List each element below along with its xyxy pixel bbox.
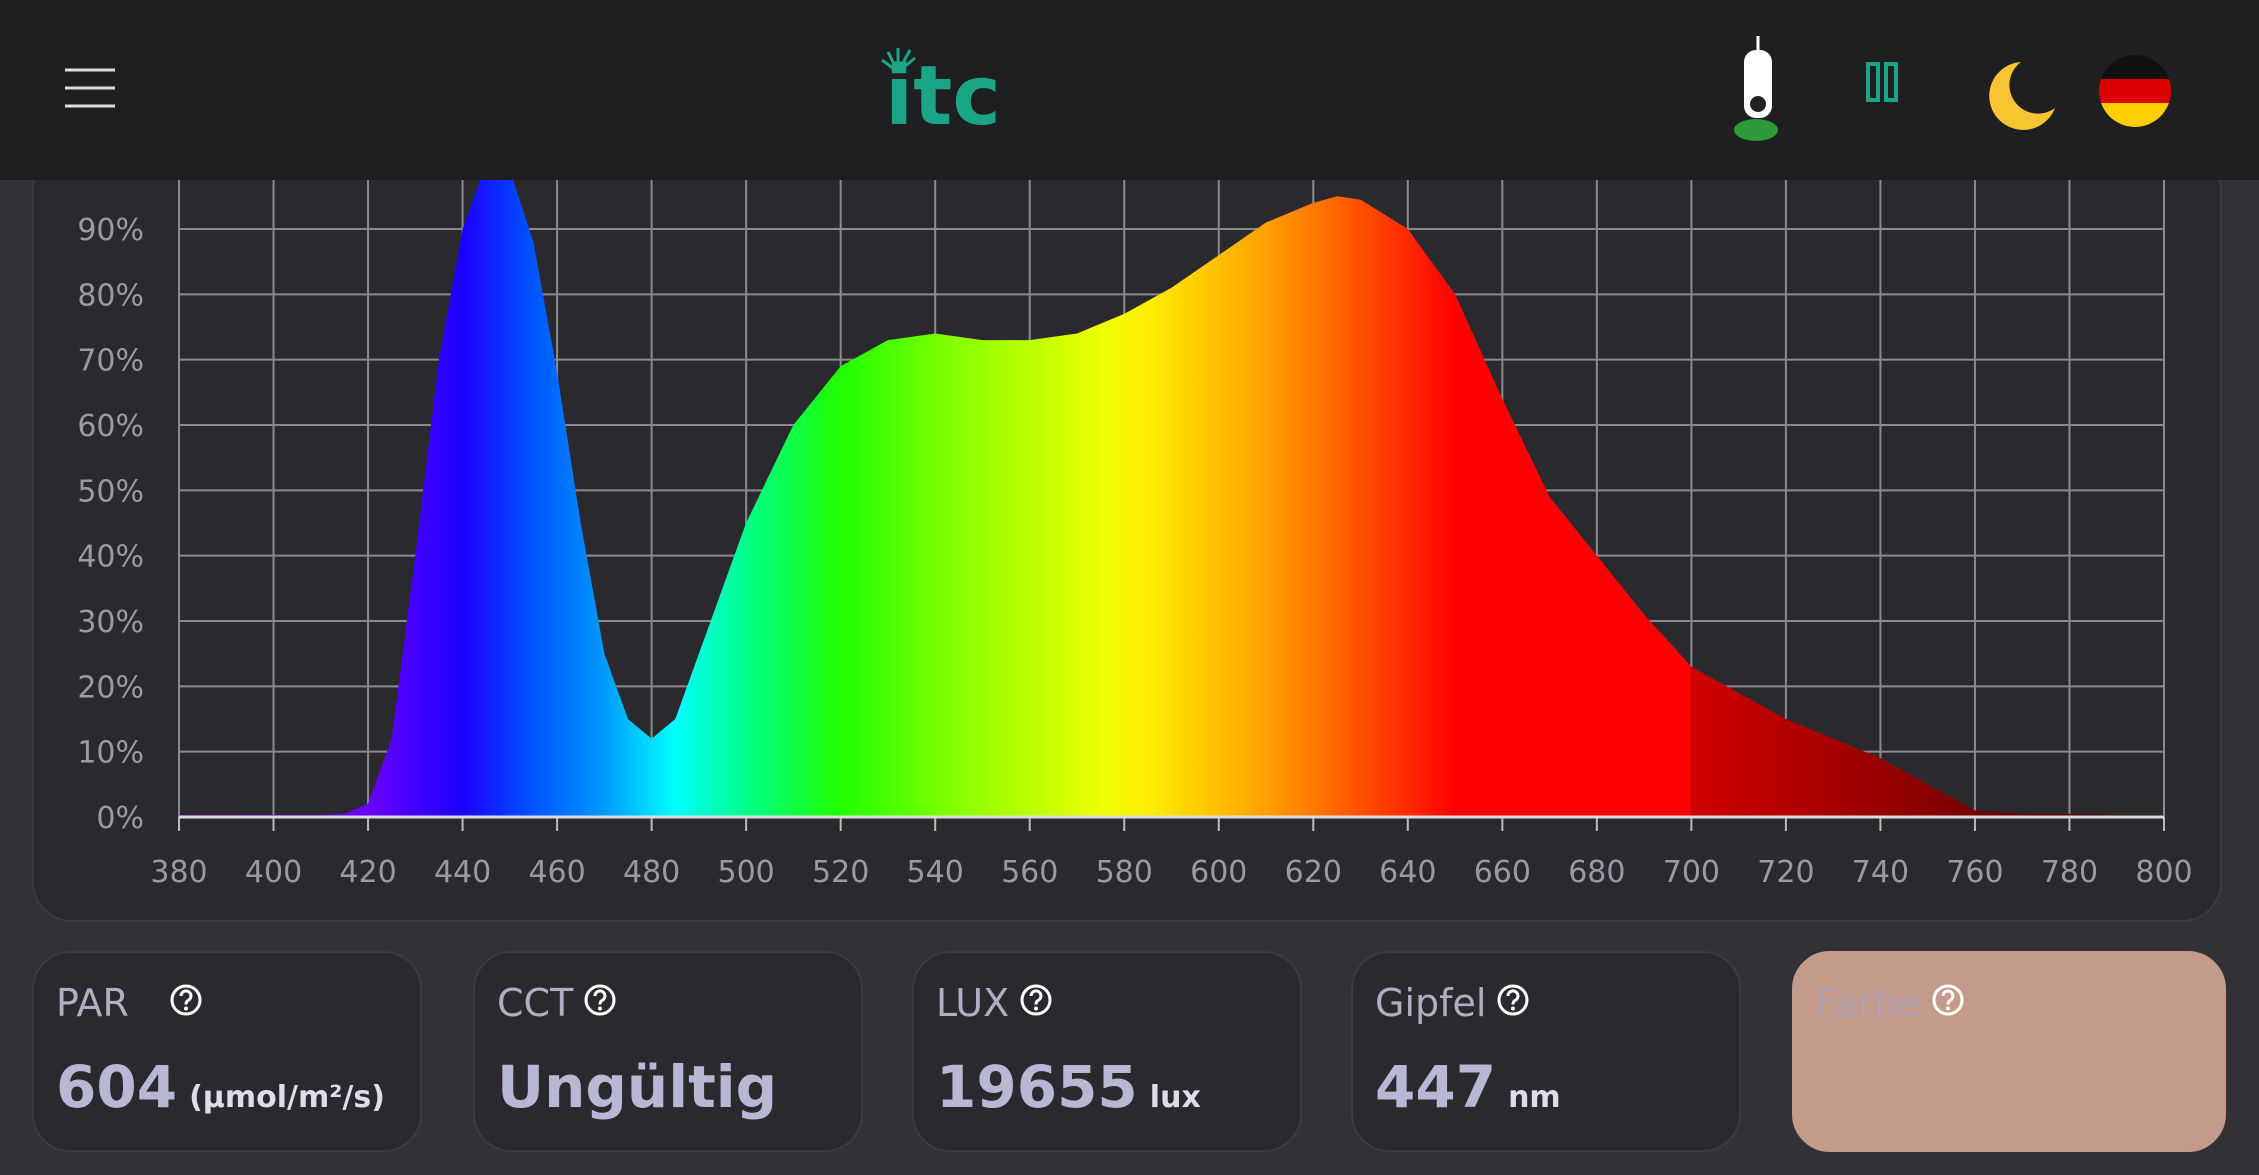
x-tick-label: 660 bbox=[1474, 855, 1531, 890]
x-tick-label: 700 bbox=[1663, 855, 1720, 890]
metric-card: PAR 604 (µmol/m²/s) bbox=[32, 951, 422, 1152]
x-tick-label: 420 bbox=[339, 855, 396, 890]
x-tick-label: 720 bbox=[1757, 855, 1814, 890]
metric-card: Farbe bbox=[1792, 951, 2226, 1152]
y-tick-label: 90% bbox=[77, 213, 144, 248]
x-tick-label: 740 bbox=[1852, 855, 1909, 890]
metric-number: Ungültig bbox=[497, 1053, 778, 1121]
spectrum-area bbox=[179, 180, 2164, 817]
help-button[interactable] bbox=[1931, 983, 1965, 1017]
metric-label: CCT bbox=[497, 981, 574, 1025]
logo: itc bbox=[885, 49, 1001, 144]
metric-unit: lux bbox=[1149, 1080, 1201, 1115]
theme-button[interactable] bbox=[1989, 62, 2055, 130]
x-tick-label: 620 bbox=[1285, 855, 1342, 890]
x-tick-label: 480 bbox=[623, 855, 680, 890]
x-tick-label: 600 bbox=[1190, 855, 1247, 890]
y-tick-label: 40% bbox=[77, 540, 144, 575]
x-tick-label: 580 bbox=[1096, 855, 1153, 890]
x-tick-label: 460 bbox=[528, 855, 585, 890]
pause-button[interactable] bbox=[1866, 62, 1898, 102]
x-tick-label: 520 bbox=[812, 855, 869, 890]
metric-card: LUX 19655 lux bbox=[912, 951, 1302, 1152]
x-tick-label: 640 bbox=[1379, 855, 1436, 890]
metric-value: 604 (µmol/m²/s) bbox=[56, 1053, 385, 1121]
metric-unit: (µmol/m²/s) bbox=[189, 1080, 385, 1115]
metric-label: PAR bbox=[56, 981, 129, 1025]
header: itc bbox=[0, 0, 2259, 180]
header-icons: itc bbox=[55, 36, 2175, 144]
menu-button[interactable] bbox=[55, 55, 125, 120]
device-button[interactable] bbox=[1734, 36, 1778, 141]
y-tick-label: 20% bbox=[77, 670, 144, 705]
x-tick-label: 440 bbox=[434, 855, 491, 890]
x-tick-label: 560 bbox=[1001, 855, 1058, 890]
metric-card: Gipfel 447 nm bbox=[1351, 951, 1741, 1152]
metric-number: 447 bbox=[1375, 1053, 1497, 1121]
y-tick-label: 50% bbox=[77, 474, 144, 509]
x-tick-label: 780 bbox=[2041, 855, 2098, 890]
metric-label: LUX bbox=[936, 981, 1010, 1025]
x-tick-label: 400 bbox=[245, 855, 302, 890]
help-button[interactable] bbox=[583, 983, 617, 1017]
help-button[interactable] bbox=[1019, 983, 1053, 1017]
metric-value: 447 nm bbox=[1375, 1053, 1561, 1121]
y-tick-label: 30% bbox=[77, 605, 144, 640]
metric-card: CCT Ungültig bbox=[473, 951, 863, 1152]
y-tick-label: 70% bbox=[77, 344, 144, 379]
y-tick-label: 80% bbox=[77, 278, 144, 313]
metric-number: 604 bbox=[56, 1053, 178, 1121]
y-tick-label: 60% bbox=[77, 409, 144, 444]
x-tick-label: 500 bbox=[718, 855, 775, 890]
metric-label: Gipfel bbox=[1375, 981, 1487, 1025]
logo-icon bbox=[881, 48, 916, 74]
x-tick-label: 680 bbox=[1568, 855, 1625, 890]
x-tick-label: 380 bbox=[150, 855, 207, 890]
x-tick-label: 800 bbox=[2135, 855, 2192, 890]
help-button[interactable] bbox=[169, 983, 203, 1017]
y-tick-label: 10% bbox=[77, 736, 144, 771]
metric-number: 19655 bbox=[936, 1053, 1138, 1121]
help-button[interactable] bbox=[1496, 983, 1530, 1017]
x-tick-label: 760 bbox=[1946, 855, 2003, 890]
metric-label: Farbe bbox=[1816, 981, 1921, 1025]
x-tick-label: 540 bbox=[907, 855, 964, 890]
y-tick-label: 0% bbox=[96, 801, 144, 836]
metric-value: Ungültig bbox=[497, 1053, 777, 1121]
language-button[interactable] bbox=[2095, 55, 2175, 127]
metric-unit: nm bbox=[1508, 1080, 1561, 1115]
metric-value: 19655 lux bbox=[936, 1053, 1201, 1121]
